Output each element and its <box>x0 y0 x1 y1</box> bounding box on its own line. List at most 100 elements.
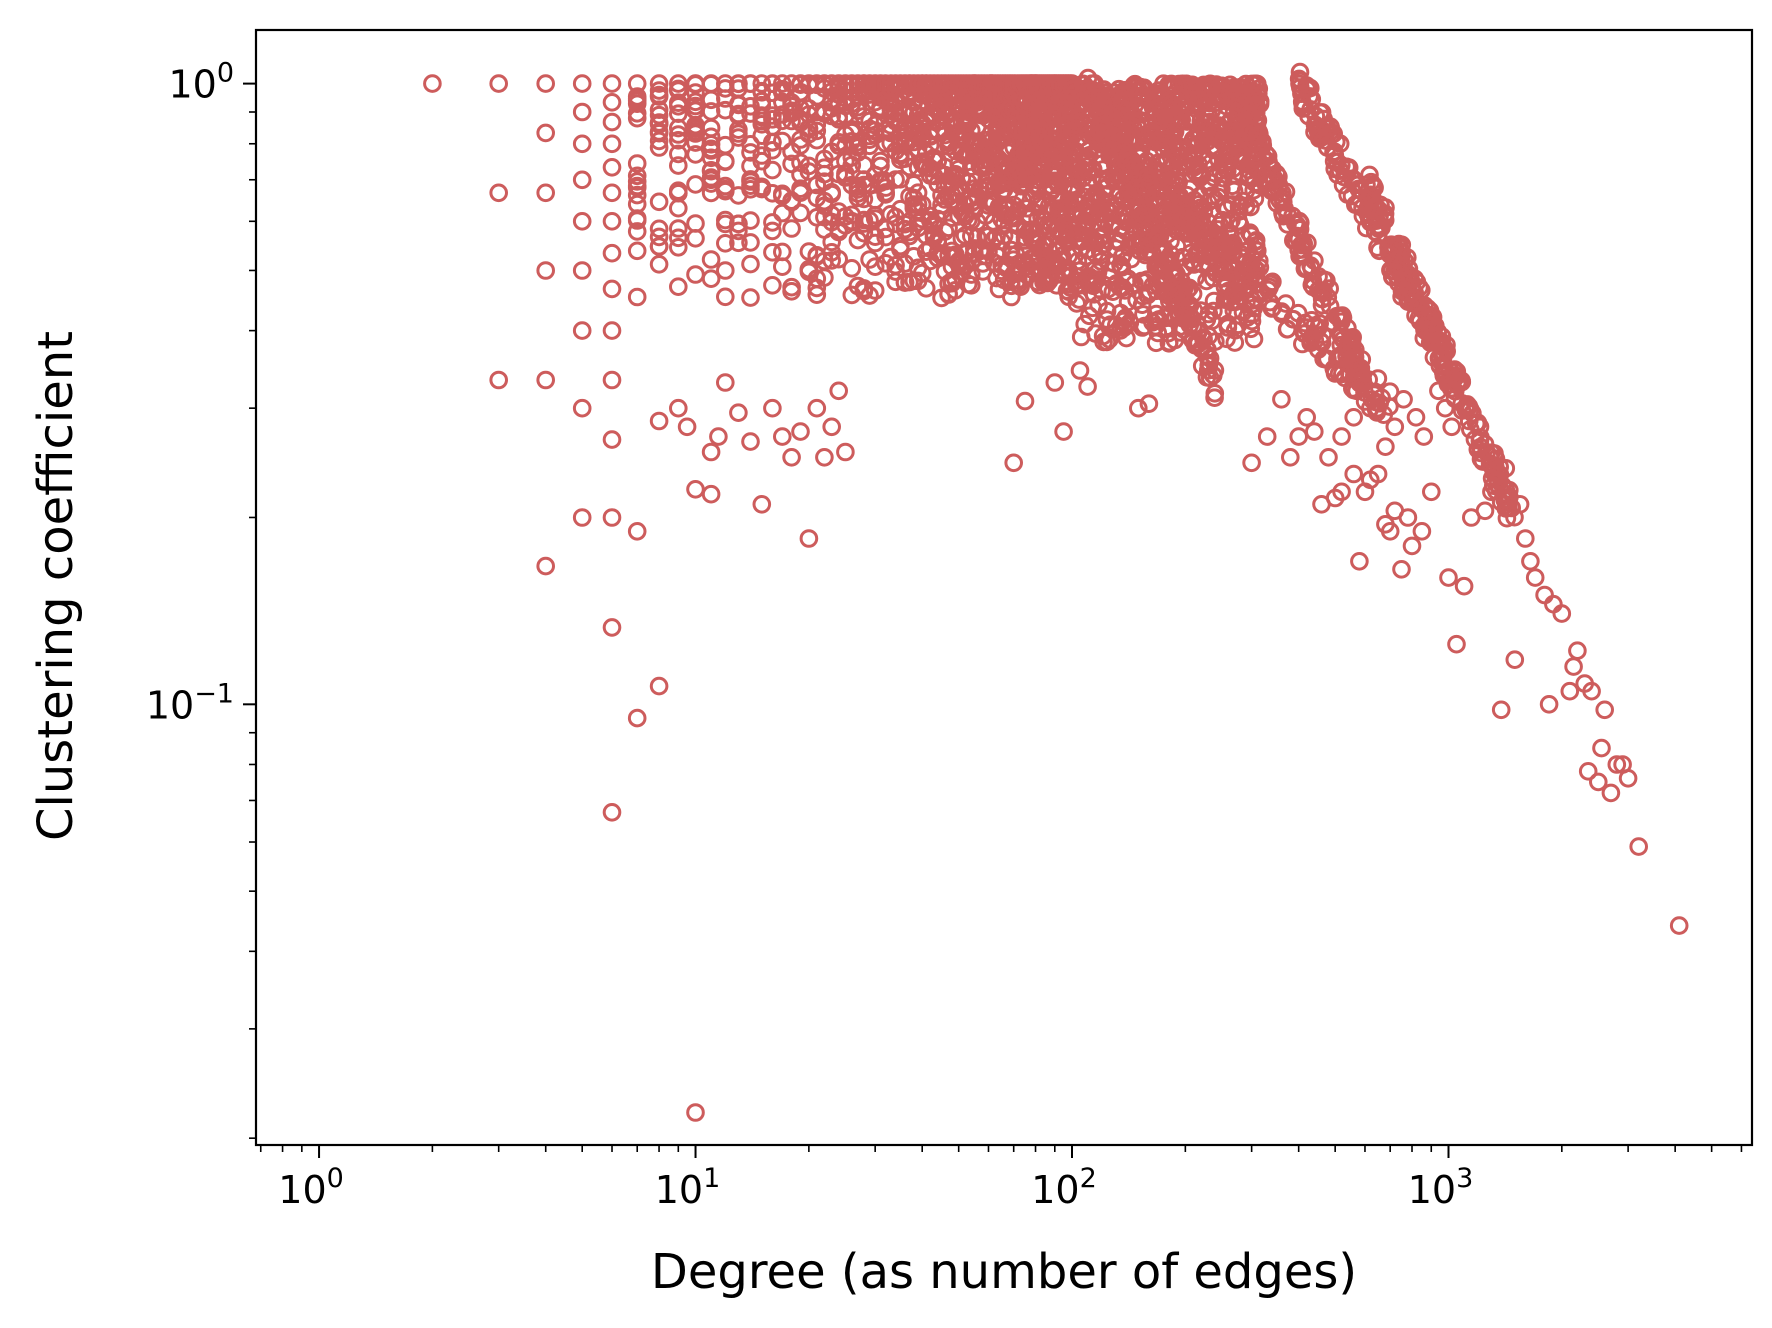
data-point <box>1459 397 1479 416</box>
data-point <box>1095 124 1115 144</box>
data-point <box>1140 218 1160 237</box>
data-point <box>1568 641 1587 661</box>
data-point <box>1362 188 1382 207</box>
data-point <box>1101 261 1121 281</box>
data-point <box>1305 422 1324 441</box>
data-point <box>1197 346 1217 366</box>
data-point <box>1165 77 1184 96</box>
data-point <box>1138 167 1158 186</box>
data-point <box>773 74 792 93</box>
data-point <box>842 259 862 278</box>
data-point <box>1368 369 1388 388</box>
data-point <box>773 427 792 446</box>
data-point <box>836 442 855 462</box>
data-point <box>807 285 827 305</box>
data-point <box>1328 165 1347 185</box>
data-point <box>1439 568 1458 587</box>
data-point <box>669 219 688 238</box>
data-point <box>572 134 592 154</box>
plot-frame <box>254 28 1754 1147</box>
data-point <box>1220 236 1240 256</box>
data-point <box>536 370 556 390</box>
data-point <box>1592 738 1611 758</box>
data-point <box>1302 89 1322 109</box>
data-point <box>1181 243 1201 263</box>
data-point <box>1067 294 1086 313</box>
data-point <box>1204 301 1223 321</box>
data-point <box>669 277 688 297</box>
data-point <box>962 276 981 295</box>
data-point <box>1423 320 1443 339</box>
data-point <box>627 241 647 261</box>
data-point <box>1284 310 1303 329</box>
data-point <box>829 381 849 401</box>
data-point <box>602 508 622 527</box>
data-point <box>1372 388 1391 408</box>
data-point <box>669 144 688 164</box>
data-point <box>752 107 772 127</box>
data-point <box>1287 226 1307 246</box>
data-point <box>763 221 782 241</box>
data-point <box>1229 83 1248 102</box>
data-point <box>1140 175 1160 194</box>
data-point <box>1332 348 1351 368</box>
data-point <box>1376 198 1395 217</box>
data-point <box>536 183 556 203</box>
data-point <box>860 286 879 305</box>
data-point <box>1045 373 1065 392</box>
data-point <box>1333 330 1353 349</box>
data-point <box>1368 464 1388 484</box>
data-point <box>1601 783 1621 803</box>
data-point <box>1415 320 1434 340</box>
data-point <box>1097 332 1117 352</box>
data-point <box>716 261 735 280</box>
data-point <box>1582 681 1601 701</box>
data-point <box>1213 121 1232 141</box>
data-point <box>1423 307 1442 326</box>
data-point <box>916 279 936 298</box>
data-point <box>1321 117 1340 136</box>
data-point <box>602 112 622 132</box>
data-point <box>1246 288 1265 308</box>
data-point <box>1139 103 1158 122</box>
data-point <box>1669 916 1689 935</box>
data-point <box>729 233 748 253</box>
data-point <box>763 213 782 232</box>
data-point <box>602 321 622 340</box>
data-point <box>1422 482 1441 502</box>
data-point <box>1213 130 1233 149</box>
data-point <box>741 97 760 116</box>
data-point <box>1242 453 1261 473</box>
data-point <box>763 160 782 180</box>
data-point <box>1095 104 1114 124</box>
data-point <box>752 179 772 199</box>
data-point <box>1242 74 1262 94</box>
data-point <box>1475 501 1495 521</box>
data-point <box>1093 170 1113 189</box>
data-point <box>1129 398 1148 418</box>
data-point <box>649 192 669 212</box>
data-point <box>871 151 890 171</box>
data-point <box>773 131 792 151</box>
data-point <box>1101 194 1120 213</box>
data-point <box>962 265 981 284</box>
data-point <box>1435 398 1455 418</box>
data-point <box>701 484 721 504</box>
data-point <box>729 94 748 114</box>
data-point <box>1078 377 1097 396</box>
data-point <box>649 105 669 125</box>
data-point <box>729 106 748 126</box>
data-point <box>1521 552 1540 571</box>
data-point <box>1618 769 1638 788</box>
data-point <box>1516 529 1535 548</box>
data-point <box>649 676 669 696</box>
data-point <box>815 448 834 467</box>
data-point <box>602 803 622 822</box>
data-point <box>1189 322 1208 342</box>
data-point <box>1241 197 1260 217</box>
data-point <box>1176 207 1195 226</box>
data-point <box>1500 480 1519 500</box>
data-point <box>1297 408 1316 427</box>
data-point <box>822 251 842 270</box>
data-point <box>1402 536 1422 556</box>
